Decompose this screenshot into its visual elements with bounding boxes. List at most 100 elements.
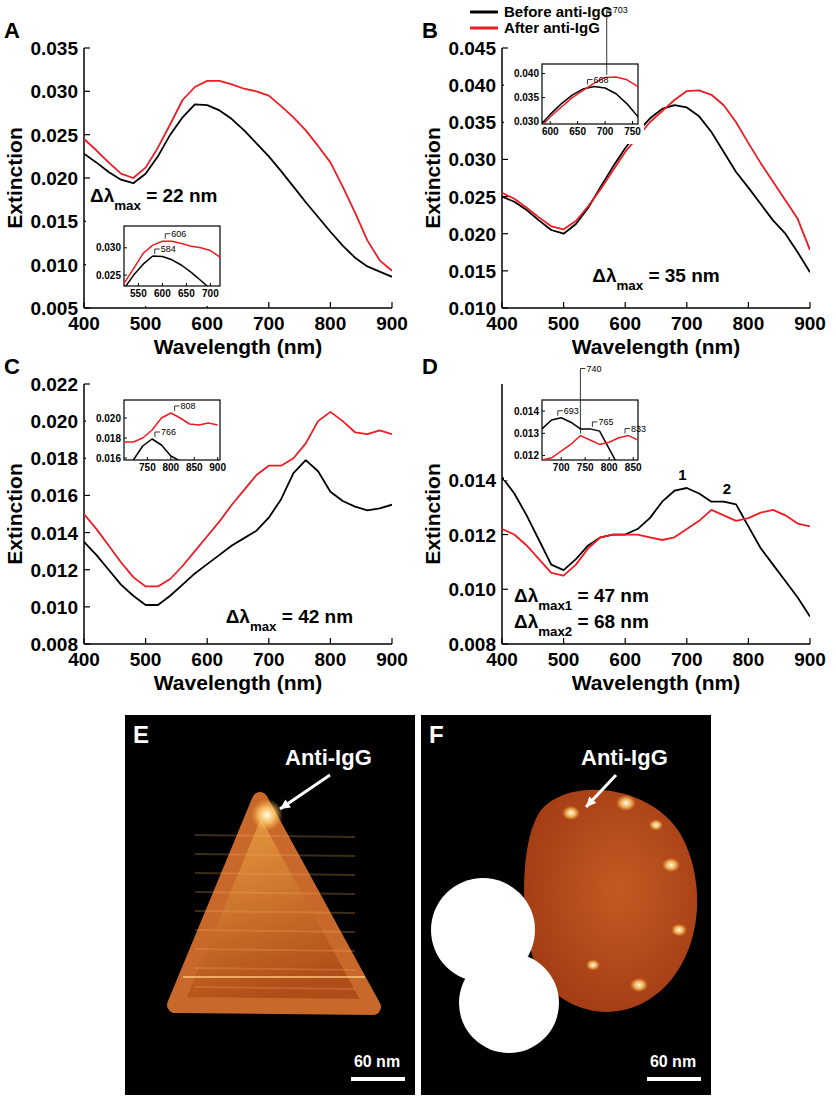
x-tick-label: 900 (376, 313, 408, 334)
inset-x-tick (138, 283, 139, 286)
point-label: 2 (723, 480, 731, 497)
inset-x-tick-label: 750 (624, 126, 641, 137)
panel-letter: E (133, 721, 149, 748)
x-tick (748, 638, 749, 644)
figure: 4005006007008009000.0050.0100.0150.0200.… (0, 0, 836, 1109)
x-tick (145, 638, 146, 644)
x-axis-title: Wavelength (nm) (154, 335, 322, 358)
x-tick-label: 800 (315, 649, 347, 670)
y-tick (502, 307, 508, 308)
x-tick-label: 700 (253, 649, 285, 670)
series-line (502, 105, 810, 272)
inset: 5506006507000.0250.030584606 (66, 212, 306, 365)
x-tick-label: 500 (548, 313, 580, 334)
x-tick-label: 800 (315, 313, 347, 334)
x-tick (268, 638, 269, 644)
inset-y-tick (542, 73, 545, 74)
peak-marker (165, 234, 170, 239)
panel-letter: C (4, 354, 20, 379)
peak-label: 765 (598, 417, 613, 427)
peak-label: 668 (594, 75, 609, 85)
inset-x-tick (561, 457, 562, 460)
afm-image: FAnti-IgG60 nm (421, 715, 711, 1095)
inset-x-tick (147, 457, 148, 460)
inset-x-tick (194, 457, 195, 460)
anti-igg-spot (562, 806, 580, 820)
inset-x-tick-label: 850 (186, 462, 203, 473)
anti-igg-spot (630, 978, 648, 992)
annotation-part: = 42 nm (277, 606, 354, 627)
anti-igg-spot (649, 819, 663, 830)
arrow-head (280, 799, 291, 809)
inset: 7508008509000.0160.0180.020766808 (0, 386, 226, 517)
y-tick-label: 0.030 (30, 81, 78, 102)
scan-line (183, 976, 365, 978)
y-tick (502, 589, 508, 590)
nanoprism (175, 800, 373, 1007)
inset-series-line (124, 439, 218, 460)
y-tick (84, 532, 90, 533)
y-axis (501, 48, 503, 308)
x-tick (268, 302, 269, 308)
y-axis-title: Extinction (421, 127, 444, 229)
y-axis-title: Extinction (421, 463, 444, 565)
scan-line (195, 968, 355, 970)
y-tick-label: 0.012 (448, 525, 496, 546)
inset-background (86, 212, 226, 306)
scan-line (195, 911, 355, 913)
inset-x-tick (217, 457, 218, 460)
scan-line (195, 892, 355, 894)
inset-series-group (124, 241, 220, 286)
inset-y-tick-label: 0.013 (514, 428, 539, 439)
annotation-part: = 47 nm (572, 585, 649, 606)
peak-label: 808 (181, 401, 196, 411)
inset-y-tick (124, 275, 127, 276)
peak-marker (558, 411, 563, 416)
legend-label: Before anti-IgG (504, 3, 612, 20)
x-tick-label: 700 (671, 649, 703, 670)
inset-y-tick-label: 0.018 (96, 433, 121, 444)
inset-x-tick (633, 457, 634, 460)
y-tick (84, 383, 90, 384)
x-tick (748, 302, 749, 308)
inset-x-tick (632, 121, 633, 124)
anti-igg-spot (616, 795, 636, 811)
inset-frame (124, 400, 220, 460)
inset-x-tick-label: 600 (154, 288, 171, 299)
annotation: Δλmax1 = 47 nm (514, 585, 649, 613)
anti-igg-spot (671, 924, 687, 937)
inset-y-tick (124, 247, 127, 248)
inset-frame (542, 400, 638, 460)
inset-x-tick-label: 800 (162, 462, 179, 473)
inset-y-tick (124, 418, 127, 419)
series-line (84, 460, 392, 605)
x-tick (330, 638, 331, 644)
x-tick-label: 600 (191, 313, 223, 334)
y-tick-label: 0.015 (448, 261, 496, 282)
y-tick-label: 0.010 (30, 597, 78, 618)
annotation-subscript: max (617, 278, 644, 293)
legend-swatch (470, 27, 498, 30)
inset-x-tick-label: 650 (569, 126, 586, 137)
x-tick (501, 302, 502, 308)
y-tick-label: 0.040 (448, 75, 496, 96)
x-tick (625, 302, 626, 308)
y-tick (84, 643, 90, 644)
x-tick (686, 638, 687, 644)
x-tick (501, 638, 502, 644)
peak-marker (580, 369, 585, 434)
y-tick-label: 0.035 (30, 38, 78, 59)
annotation-part: = 22 nm (141, 185, 218, 206)
peak-label: 833 (631, 424, 646, 434)
inset-series-line (124, 241, 220, 286)
inset-x-tick (550, 121, 551, 124)
y-tick-label: 0.005 (30, 298, 78, 319)
inset-x-tick (577, 121, 578, 124)
peak-marker (155, 249, 160, 254)
inset-y-tick (542, 411, 545, 412)
x-axis (84, 643, 392, 645)
x-tick-label: 700 (671, 313, 703, 334)
y-tick-label: 0.015 (30, 211, 78, 232)
y-tick (502, 270, 508, 271)
inset-x-tick (585, 457, 586, 460)
